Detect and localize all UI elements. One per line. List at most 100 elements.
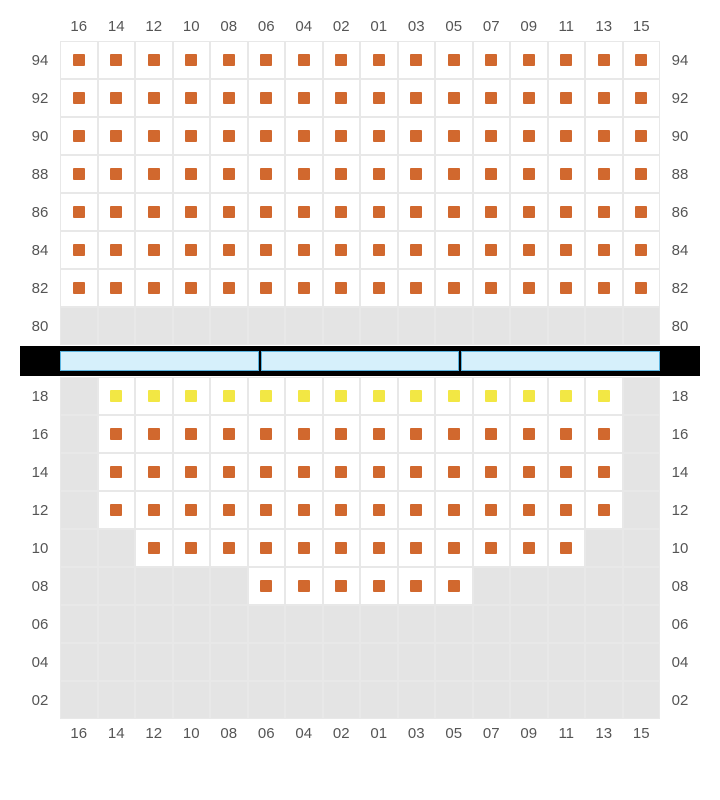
seat-marker[interactable] [598, 206, 610, 218]
seat-marker[interactable] [373, 466, 385, 478]
seat-marker[interactable] [635, 92, 647, 104]
seat-marker[interactable] [373, 130, 385, 142]
seat-marker[interactable] [335, 542, 347, 554]
seat-marker[interactable] [223, 390, 235, 402]
seat-marker[interactable] [148, 206, 160, 218]
seat-marker[interactable] [560, 542, 572, 554]
seat-marker[interactable] [260, 282, 272, 294]
seat-marker[interactable] [260, 542, 272, 554]
seat-marker[interactable] [148, 390, 160, 402]
seat-marker[interactable] [523, 282, 535, 294]
seat-marker[interactable] [373, 504, 385, 516]
seat-marker[interactable] [298, 390, 310, 402]
seat-marker[interactable] [260, 92, 272, 104]
seat-marker[interactable] [73, 282, 85, 294]
seat-marker[interactable] [373, 206, 385, 218]
seat-marker[interactable] [448, 168, 460, 180]
seat-marker[interactable] [73, 168, 85, 180]
seat-marker[interactable] [410, 244, 422, 256]
seat-marker[interactable] [560, 206, 572, 218]
seat-marker[interactable] [148, 466, 160, 478]
seat-marker[interactable] [185, 92, 197, 104]
seat-marker[interactable] [523, 466, 535, 478]
seat-marker[interactable] [223, 244, 235, 256]
seat-marker[interactable] [598, 244, 610, 256]
seat-marker[interactable] [260, 244, 272, 256]
seat-marker[interactable] [635, 244, 647, 256]
seat-marker[interactable] [448, 580, 460, 592]
seat-marker[interactable] [373, 282, 385, 294]
seat-marker[interactable] [373, 54, 385, 66]
seat-marker[interactable] [260, 504, 272, 516]
seat-marker[interactable] [635, 282, 647, 294]
seat-marker[interactable] [260, 206, 272, 218]
seat-marker[interactable] [260, 428, 272, 440]
seat-marker[interactable] [598, 54, 610, 66]
seat-marker[interactable] [448, 130, 460, 142]
seat-marker[interactable] [410, 168, 422, 180]
seat-marker[interactable] [598, 428, 610, 440]
seat-marker[interactable] [485, 92, 497, 104]
seat-marker[interactable] [523, 206, 535, 218]
seat-marker[interactable] [73, 206, 85, 218]
seat-marker[interactable] [110, 244, 122, 256]
seat-marker[interactable] [410, 54, 422, 66]
seat-marker[interactable] [110, 282, 122, 294]
seat-marker[interactable] [523, 168, 535, 180]
seat-marker[interactable] [223, 466, 235, 478]
seat-marker[interactable] [185, 466, 197, 478]
seat-marker[interactable] [485, 390, 497, 402]
seat-marker[interactable] [298, 542, 310, 554]
seat-marker[interactable] [635, 130, 647, 142]
seat-marker[interactable] [485, 130, 497, 142]
seat-marker[interactable] [485, 504, 497, 516]
seat-marker[interactable] [73, 54, 85, 66]
seat-marker[interactable] [298, 428, 310, 440]
seat-marker[interactable] [148, 428, 160, 440]
seat-marker[interactable] [485, 206, 497, 218]
seat-marker[interactable] [560, 244, 572, 256]
seat-marker[interactable] [110, 206, 122, 218]
seat-marker[interactable] [448, 244, 460, 256]
seat-marker[interactable] [185, 168, 197, 180]
seat-marker[interactable] [598, 130, 610, 142]
seat-marker[interactable] [373, 92, 385, 104]
seat-marker[interactable] [298, 54, 310, 66]
seat-marker[interactable] [185, 390, 197, 402]
seat-marker[interactable] [410, 390, 422, 402]
seat-marker[interactable] [448, 282, 460, 294]
seat-marker[interactable] [223, 504, 235, 516]
seat-marker[interactable] [148, 168, 160, 180]
seat-marker[interactable] [598, 92, 610, 104]
seat-marker[interactable] [523, 504, 535, 516]
seat-marker[interactable] [523, 130, 535, 142]
seat-marker[interactable] [223, 92, 235, 104]
seat-marker[interactable] [523, 542, 535, 554]
seat-marker[interactable] [298, 504, 310, 516]
seat-marker[interactable] [485, 466, 497, 478]
seat-marker[interactable] [598, 466, 610, 478]
seat-marker[interactable] [73, 244, 85, 256]
seat-marker[interactable] [635, 54, 647, 66]
seat-marker[interactable] [298, 282, 310, 294]
seat-marker[interactable] [223, 168, 235, 180]
seat-marker[interactable] [185, 282, 197, 294]
seat-marker[interactable] [523, 390, 535, 402]
seat-marker[interactable] [298, 168, 310, 180]
seat-marker[interactable] [598, 504, 610, 516]
seat-marker[interactable] [373, 168, 385, 180]
seat-marker[interactable] [185, 130, 197, 142]
seat-marker[interactable] [410, 282, 422, 294]
seat-marker[interactable] [110, 466, 122, 478]
seat-marker[interactable] [560, 504, 572, 516]
seat-marker[interactable] [335, 390, 347, 402]
seat-marker[interactable] [335, 206, 347, 218]
seat-marker[interactable] [335, 428, 347, 440]
seat-marker[interactable] [448, 390, 460, 402]
seat-marker[interactable] [635, 206, 647, 218]
seat-marker[interactable] [335, 92, 347, 104]
seat-marker[interactable] [448, 504, 460, 516]
seat-marker[interactable] [410, 504, 422, 516]
seat-marker[interactable] [485, 54, 497, 66]
seat-marker[interactable] [448, 54, 460, 66]
